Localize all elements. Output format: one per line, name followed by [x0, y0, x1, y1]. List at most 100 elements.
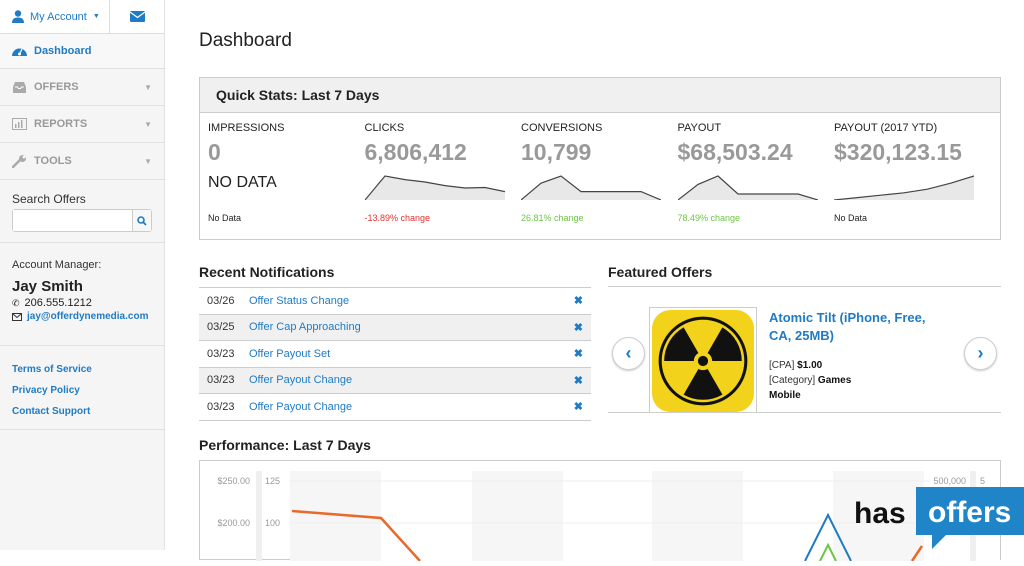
sidebar-item-reports[interactable]: REPORTS ▼: [0, 106, 164, 143]
cpa-value: $1.00: [797, 360, 823, 371]
terms-of-service-link[interactable]: Terms of Service: [12, 364, 92, 375]
svg-text:offers: offers: [928, 496, 1011, 529]
sparkline: [364, 175, 505, 200]
stat-clicks: CLICKS 6,806,412 -13.89% change: [364, 122, 515, 223]
chevron-left-icon: ‹: [625, 343, 632, 363]
stat-change: 78.49% change: [677, 213, 741, 223]
search-button[interactable]: [132, 210, 151, 231]
hasoffers-logo: has offers: [854, 487, 1024, 550]
category-label: [Category]: [769, 375, 816, 386]
y-tick-left: $200.00: [217, 518, 250, 528]
offer-title-link[interactable]: Atomic Tilt (iPhone, Free, CA, 25MB): [769, 310, 926, 343]
notification-link[interactable]: Offer Status Change: [249, 294, 350, 307]
carousel-prev-button[interactable]: ‹: [612, 337, 645, 370]
phone-icon: ✆: [12, 297, 20, 308]
sparkline: [834, 175, 974, 200]
search-offers-input[interactable]: [13, 210, 132, 231]
stat-value: $320,123.15: [834, 139, 962, 165]
y-tick-left2: 125: [265, 476, 280, 486]
notifications-list: 03/26 Offer Status Change ✖ 03/25 Offer Cap …: [199, 287, 591, 421]
y-tick-left2: 100: [265, 518, 280, 528]
close-icon[interactable]: ✖: [573, 321, 583, 334]
envelope-outline-icon: [12, 312, 22, 321]
notification-link[interactable]: Offer Cap Approaching: [249, 321, 361, 334]
stat-label: PAYOUT (2017 YTD): [834, 122, 938, 134]
close-icon[interactable]: ✖: [573, 348, 583, 361]
close-icon[interactable]: ✖: [573, 401, 583, 414]
platform-value: Mobile: [769, 390, 801, 401]
stat-label: PAYOUT: [677, 122, 722, 134]
sidebar-item-label: REPORTS: [34, 118, 88, 130]
notification-row: 03/25 Offer Cap Approaching ✖: [199, 314, 591, 341]
notification-row: 03/26 Offer Status Change ✖: [199, 288, 591, 315]
caret-down-icon: ▼: [144, 119, 152, 129]
offer-image[interactable]: [649, 307, 757, 413]
stat-change: No Data: [208, 213, 242, 223]
stat-payout: PAYOUT $68,503.24 78.49% change: [677, 122, 828, 223]
page-title: Dashboard: [199, 30, 292, 51]
stat-value: $68,503.24: [677, 139, 793, 165]
category-value: Games: [817, 375, 852, 386]
carousel-next-button[interactable]: ›: [964, 337, 997, 370]
no-data-text: NO DATA: [208, 174, 277, 191]
stat-label: CONVERSIONS: [521, 122, 603, 134]
sidebar: My Account ▼ Dashboard OFFERS ▼ REPORTS …: [0, 0, 165, 550]
notification-row: 03/23 Offer Payout Change ✖: [199, 367, 591, 394]
y-tick-right2: 5: [980, 476, 985, 486]
chevron-right-icon: ›: [977, 343, 984, 363]
privacy-policy-link[interactable]: Privacy Policy: [12, 385, 80, 396]
notification-date: 03/23: [207, 374, 235, 387]
dashboard-icon: [12, 48, 27, 56]
stat-impressions: IMPRESSIONS 0 NO DATA No Data: [208, 122, 358, 223]
notification-date: 03/23: [207, 400, 235, 413]
search-section: Search Offers: [0, 180, 164, 243]
sidebar-item-label: TOOLS: [34, 155, 72, 167]
manager-email-link[interactable]: jay@offerdynemedia.com: [27, 311, 149, 322]
notification-row: 03/23 Offer Payout Set ✖: [199, 341, 591, 368]
stat-change: No Data: [834, 213, 868, 223]
manager-name: Jay Smith: [12, 278, 83, 295]
performance-title: Performance: Last 7 Days: [199, 437, 371, 453]
inbox-icon: [13, 81, 26, 93]
sparkline: [521, 175, 661, 200]
caret-down-icon: ▼: [144, 156, 152, 166]
featured-offers-title: Featured Offers: [608, 264, 713, 280]
my-account-label: My Account: [30, 10, 87, 23]
stat-conversions: CONVERSIONS 10,799 26.81% change: [521, 122, 671, 223]
notification-link[interactable]: Offer Payout Change: [249, 400, 353, 413]
search-offers-label: Search Offers: [12, 192, 86, 206]
messages-button[interactable]: [110, 0, 164, 33]
notification-link[interactable]: Offer Payout Change: [249, 374, 353, 387]
sidebar-item-label: OFFERS: [34, 81, 79, 93]
sidebar-item-tools[interactable]: TOOLS ▼: [0, 143, 164, 180]
radiation-icon: [652, 310, 754, 412]
stat-value: 10,799: [521, 139, 592, 165]
my-account-button[interactable]: My Account ▼: [0, 0, 110, 33]
stat-change: 26.81% change: [521, 213, 584, 223]
sidebar-item-label: Dashboard: [34, 45, 92, 57]
account-manager-section: Account Manager: Jay Smith ✆ 206.555.1212…: [0, 243, 164, 346]
notification-date: 03/26: [207, 294, 235, 307]
close-icon[interactable]: ✖: [573, 295, 583, 308]
envelope-icon: [129, 11, 145, 22]
manager-email-row: jay@offerdynemedia.com: [12, 311, 152, 322]
contact-support-link[interactable]: Contact Support: [12, 406, 91, 417]
footer-links: Terms of Service Privacy Policy Contact …: [0, 346, 164, 430]
svg-text:has: has: [854, 497, 906, 530]
bar-chart-icon: [12, 118, 27, 130]
sidebar-item-dashboard[interactable]: Dashboard: [0, 34, 164, 69]
stat-change: -13.89% change: [364, 213, 431, 223]
featured-offer-carousel: ‹ Atomic Tilt (iPhone, Free, CA, 25MB) […: [608, 286, 1001, 413]
notification-date: 03/23: [207, 347, 235, 360]
notification-row: 03/23 Offer Payout Change ✖: [199, 394, 591, 421]
account-manager-label: Account Manager:: [12, 259, 102, 271]
search-box: [12, 209, 152, 232]
close-icon[interactable]: ✖: [573, 374, 583, 387]
y-tick-left: $250.00: [217, 476, 250, 486]
wrench-icon: [12, 154, 26, 168]
sidebar-item-offers[interactable]: OFFERS ▼: [0, 69, 164, 106]
notification-link[interactable]: Offer Payout Set: [249, 347, 331, 360]
caret-down-icon: ▼: [92, 13, 100, 20]
cpa-label: [CPA]: [769, 360, 795, 371]
y-tick-right: 500,000: [933, 476, 966, 486]
